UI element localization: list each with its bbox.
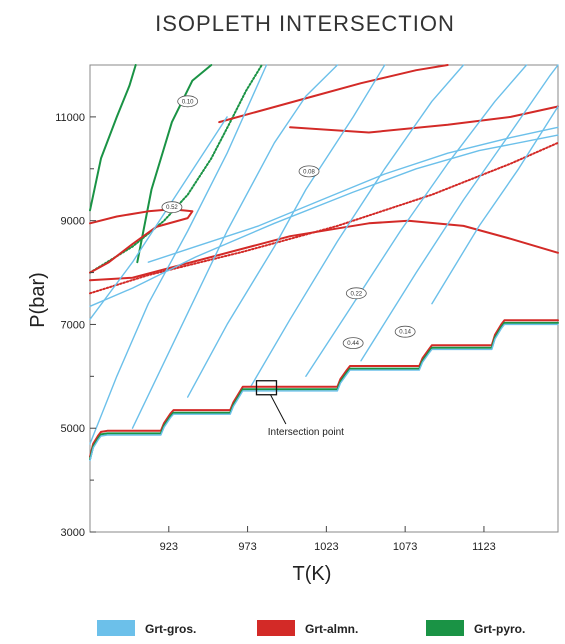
x-tick-label: 923 — [160, 541, 178, 553]
legend: Grt-gros. Grt-almn. Grt-pyro. — [97, 620, 525, 636]
isopleth-label: 0.14 — [394, 325, 416, 338]
intersection-label: Intersection point — [268, 427, 344, 438]
y-tick-label: 7000 — [61, 319, 85, 331]
isopleth-label-text: 0.44 — [347, 341, 359, 347]
legend-label: Grt-pyro. — [474, 622, 525, 636]
isopleth-label: 0.44 — [342, 337, 364, 350]
series-line-10 — [131, 64, 339, 429]
x-tick-label: 973 — [238, 541, 256, 553]
series-line-5 — [89, 141, 559, 295]
isopleth-label: 0.10 — [177, 95, 199, 108]
legend-swatch-gros — [97, 620, 135, 636]
series-line-17 — [147, 126, 559, 263]
legend-swatch-alm — [257, 620, 295, 636]
isopleth-label: 0.08 — [298, 165, 320, 178]
series-line-13 — [305, 64, 528, 377]
intersection-pointer — [270, 394, 287, 425]
series-layer — [89, 64, 559, 462]
legend-item: Grt-gros. — [97, 620, 196, 636]
isopleth-label-oval — [298, 165, 320, 178]
series-line-18 — [89, 319, 559, 458]
isopleth-label-text: 0.08 — [303, 169, 315, 175]
x-axis-title: T(K) — [293, 563, 332, 585]
series-line-19 — [89, 321, 559, 461]
series-line-4 — [89, 219, 559, 282]
series-line-12 — [249, 64, 465, 388]
isopleth-labels-layer: 0.10 0.08 0.52 0.22 0.14 0.44 — [161, 95, 416, 350]
intersection-marker: Intersection point — [255, 380, 344, 438]
isopleth-label-text: 0.14 — [399, 330, 411, 336]
legend-label: Grt-gros. — [145, 622, 196, 636]
y-tick-label: 3000 — [61, 527, 85, 539]
ticks-layer: 3000 5000 7000 9000 11000 923 973 1023 1073 1123 — [55, 112, 496, 553]
isopleth-label-oval — [345, 287, 367, 300]
legend-label: Grt-almn. — [305, 622, 358, 636]
chart-title: ISOPLETH INTERSECTION — [155, 11, 455, 36]
y-tick-label: 11000 — [55, 112, 85, 124]
x-tick-label: 1123 — [472, 541, 496, 553]
series-line-7 — [289, 105, 559, 134]
isopleth-label-text: 0.22 — [350, 291, 362, 297]
y-tick-label: 5000 — [61, 423, 85, 435]
series-line-11 — [186, 64, 386, 398]
series-line-8 — [89, 134, 559, 307]
series-line-14 — [360, 64, 559, 362]
legend-swatch-pyro — [426, 620, 464, 636]
x-tick-label: 1023 — [314, 541, 338, 553]
legend-item: Grt-almn. — [257, 620, 358, 636]
isopleth-label-text: 0.52 — [166, 205, 178, 211]
isopleth-label-oval — [342, 337, 364, 350]
y-axis-title: P(bar) — [27, 272, 49, 328]
isopleth-label-oval — [177, 95, 199, 108]
series-line-0 — [89, 64, 263, 274]
isopleth-label-oval — [161, 201, 183, 214]
isopleth-label: 0.22 — [345, 287, 367, 300]
series-line-9 — [89, 64, 268, 445]
series-line-16 — [89, 116, 228, 320]
legend-item: Grt-pyro. — [426, 620, 525, 636]
series-line-1 — [136, 64, 213, 264]
intersection-box — [255, 380, 278, 396]
isopleth-label-oval — [394, 325, 416, 338]
series-line-6 — [218, 64, 449, 124]
series-line-20 — [89, 323, 559, 462]
series-line-3 — [89, 208, 194, 274]
isopleth-label-text: 0.10 — [182, 99, 194, 105]
isopleth-label: 0.52 — [161, 201, 183, 214]
series-line-2 — [89, 64, 137, 212]
y-tick-label: 9000 — [61, 216, 85, 228]
plot-frame — [89, 64, 559, 533]
x-tick-label: 1073 — [393, 541, 417, 553]
series-line-15 — [431, 105, 559, 305]
